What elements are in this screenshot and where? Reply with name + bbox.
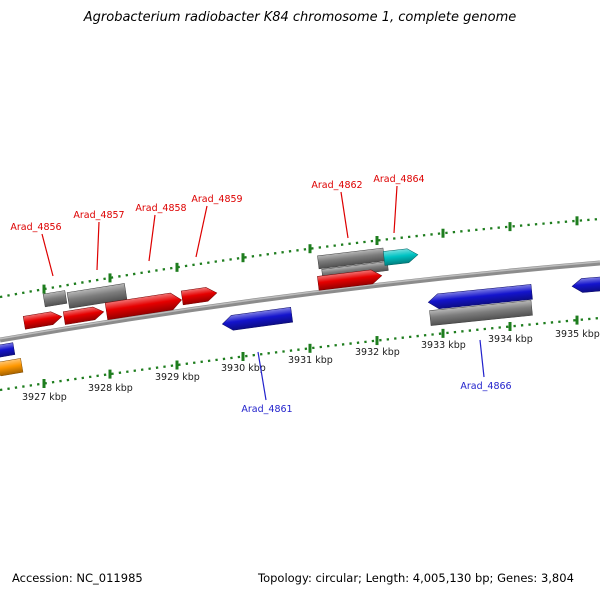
gene-label: Arad_4861	[241, 404, 292, 415]
gene-arrow-blue	[571, 276, 600, 293]
gene-label: Arad_4857	[73, 210, 124, 221]
gene-label: Arad_4864	[373, 174, 424, 185]
accession-text: Accession: NC_011985	[12, 571, 143, 585]
gene-arrow-orange	[0, 358, 24, 377]
gene-label: Arad_4858	[135, 203, 186, 214]
kbp-label: 3935 kbp	[555, 329, 600, 340]
kbp-ticks: 3927 kbp 3928 kbp 3929 kbp 3930 kbp 3931 kbp…	[22, 216, 600, 403]
gene-arrow-red	[317, 269, 383, 291]
gene-arrow-gray	[42, 290, 68, 308]
gene-label-leader	[195, 205, 208, 258]
kbp-label: 3929 kbp	[155, 372, 200, 383]
gene-label: Arad_4866	[460, 381, 511, 392]
kbp-label: 3928 kbp	[88, 383, 133, 394]
backbone-highlight	[0, 261, 600, 340]
gene-label-leader	[148, 214, 156, 262]
backbone-line	[0, 260, 600, 343]
gene-label-leader	[393, 185, 398, 234]
gene-arrow-red	[104, 292, 182, 320]
gene-arrow-red	[62, 306, 105, 325]
gene-label-leader	[257, 351, 267, 401]
gene-arrow-gray	[429, 300, 533, 326]
kbp-label: 3933 kbp	[421, 340, 466, 351]
gene-label: Arad_4862	[311, 180, 362, 191]
page-title: Agrobacterium radiobacter K84 chromosome…	[83, 10, 517, 25]
gene-label: Arad_4859	[191, 194, 242, 205]
gene-arrow-gray	[66, 283, 128, 309]
genome-summary-text: Topology: circular; Length: 4,005,130 bp…	[258, 571, 574, 585]
gene-arrow-cyan	[383, 248, 419, 266]
gene-label-leader	[41, 233, 54, 277]
gene-arrow-blue	[0, 342, 16, 359]
genome-backbone	[0, 260, 600, 343]
kbp-label: 3932 kbp	[355, 347, 400, 358]
gene-arrow-blue	[427, 284, 533, 310]
gene-arrow-red	[180, 287, 218, 306]
gene-label-leader	[479, 339, 485, 378]
kbp-label: 3927 kbp	[22, 392, 67, 403]
gene-arrow-blue	[221, 307, 293, 331]
gene-track	[0, 247, 600, 377]
gene-labels: Arad_4856 Arad_4857 Arad_4858 Arad_4859 Arad…	[10, 174, 511, 415]
kbp-label: 3934 kbp	[488, 334, 533, 345]
gene-arrow-red	[22, 311, 63, 330]
gene-label-leader	[340, 191, 349, 239]
kbp-label: 3930 kbp	[221, 363, 266, 374]
gene-label: Arad_4856	[10, 222, 61, 233]
kbp-label: 3931 kbp	[288, 355, 333, 366]
gene-label-leader	[96, 221, 100, 271]
